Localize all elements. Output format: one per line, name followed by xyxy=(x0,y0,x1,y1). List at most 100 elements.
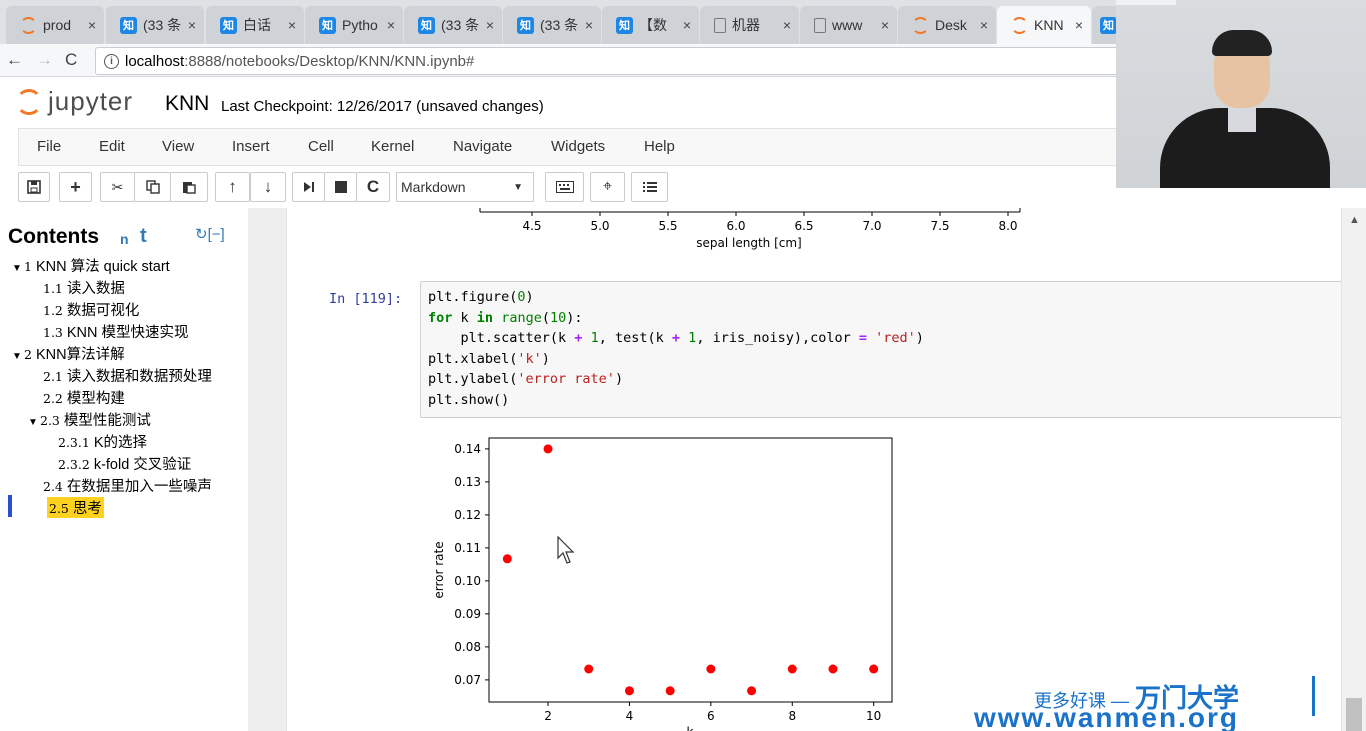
y-tick-label: 0.14 xyxy=(454,442,481,456)
move-up-icon[interactable]: ↑ xyxy=(215,172,250,202)
menu-item-cell[interactable]: Cell xyxy=(308,138,334,155)
toc-sidebar: Contents n t ↻[−] ▼ 1 KNN 算法 quick start 1.… xyxy=(0,208,248,731)
move-down-icon[interactable]: ↓ xyxy=(250,172,286,202)
close-icon[interactable]: × xyxy=(584,17,593,33)
watermark-brand: 万门大学 xyxy=(1135,684,1240,714)
tab-title: www xyxy=(832,17,863,33)
close-icon[interactable]: × xyxy=(880,17,889,33)
browser-tab[interactable]: www × xyxy=(800,6,897,44)
toc-item[interactable]: 2.3.1 K的选择 xyxy=(58,431,147,452)
x-tick-label: 8.0 xyxy=(998,219,1017,233)
toc-item[interactable]: 2.1 读入数据和数据预处理 xyxy=(43,365,212,386)
x-tick-label: 5.5 xyxy=(658,219,677,233)
close-icon[interactable]: × xyxy=(682,17,691,33)
code-cell[interactable]: plt.figure(0) for k in range(10): plt.sca… xyxy=(420,281,1341,418)
jupyter-icon xyxy=(20,16,37,34)
toc-number-toggle[interactable]: n xyxy=(120,231,129,247)
close-icon[interactable]: × xyxy=(287,17,296,33)
run-cell-icon[interactable] xyxy=(292,172,325,202)
browser-tab[interactable]: 知【数 × xyxy=(602,6,699,44)
close-icon[interactable]: × xyxy=(187,17,196,33)
jupyter-logo[interactable]: jupyter xyxy=(16,86,133,117)
toc-toggle[interactable]: t xyxy=(140,225,147,247)
browser-tab[interactable]: Desk × xyxy=(898,6,996,44)
doc-icon xyxy=(814,17,826,33)
menu-item-edit[interactable]: Edit xyxy=(99,138,125,155)
keyboard-icon[interactable] xyxy=(545,172,584,202)
tab-title: (33 条 xyxy=(540,17,579,33)
toc-item[interactable]: 2.4 在数据里加入一些噪声 xyxy=(43,475,212,496)
menu-item-view[interactable]: View xyxy=(162,138,195,155)
toc-item[interactable]: ▼ 1 KNN 算法 quick start xyxy=(12,255,170,276)
browser-tab[interactable]: 机器 × xyxy=(700,6,799,44)
scrollbar-thumb[interactable] xyxy=(1346,698,1362,731)
toc-refresh-collapse[interactable]: ↻[−] xyxy=(195,226,225,243)
data-point xyxy=(706,664,716,674)
data-point xyxy=(502,554,512,564)
notebook-toolbar: + ✂ ↑ ↓ C Markdown ▼ ⌖ xyxy=(0,170,1120,204)
close-icon[interactable]: × xyxy=(979,17,988,33)
zhihu-icon: 知 xyxy=(616,16,633,34)
zhihu-icon: 知 xyxy=(517,16,534,34)
close-icon[interactable]: × xyxy=(87,17,96,33)
toc-item-label: 读入数据和数据预处理 xyxy=(66,369,212,385)
caret-down-icon[interactable]: ▼ xyxy=(12,263,22,274)
code-line: plt.show() xyxy=(428,392,510,408)
menu-bar: File Edit View Insert Cell Kernel Navigate Widg… xyxy=(18,128,1128,166)
toc-item[interactable]: 2.5 思考 xyxy=(47,497,104,518)
caret-down-icon[interactable]: ▼ xyxy=(12,351,22,362)
browser-tab[interactable]: KNN × xyxy=(997,6,1091,44)
paste-icon[interactable] xyxy=(170,172,208,202)
notebook-title[interactable]: KNN xyxy=(165,92,210,115)
info-icon[interactable]: i xyxy=(104,53,119,69)
data-point xyxy=(624,686,634,696)
toc-item[interactable]: 2.2 模型构建 xyxy=(43,387,125,408)
browser-tab[interactable]: 知 (33 条 × xyxy=(106,6,204,44)
crosshair-icon[interactable]: ⌖ xyxy=(590,172,625,202)
forward-icon[interactable]: → xyxy=(36,50,53,69)
browser-tab[interactable]: 知 (33 条 × xyxy=(404,6,502,44)
code-line: plt.ylabel('error rate') xyxy=(428,371,624,388)
copy-icon[interactable] xyxy=(134,172,171,202)
toc-item[interactable]: 2.3.2 k-fold 交叉验证 xyxy=(58,453,191,474)
menu-item-file[interactable]: File xyxy=(37,138,62,155)
browser-tab[interactable]: prod × xyxy=(6,6,104,44)
url-input[interactable]: i localhost:8888/notebooks/Desktop/KNN/K… xyxy=(95,47,1135,75)
toc-item[interactable]: 1.1 读入数据 xyxy=(43,277,125,298)
toc-item[interactable]: 1.2 数据可视化 xyxy=(43,299,139,320)
previous-output-chart: 4.5 5.0 5.5 6.0 6.5 7.0 7.5 8.0 sepal length [cm… xyxy=(479,208,1021,250)
browser-tab[interactable]: 知白话 × xyxy=(206,6,304,44)
page-scrollbar[interactable]: ▲ xyxy=(1342,208,1366,731)
jupyter-icon xyxy=(1011,16,1028,34)
menu-item-insert[interactable]: Insert xyxy=(232,138,270,155)
close-icon[interactable]: × xyxy=(782,17,791,33)
browser-tab[interactable]: 知 Pytho × xyxy=(305,6,403,44)
menu-item-help[interactable]: Help xyxy=(644,138,675,155)
cut-icon[interactable]: ✂ xyxy=(100,172,135,202)
cell-type-select[interactable]: Markdown ▼ xyxy=(396,172,534,202)
data-point xyxy=(787,664,797,674)
toc-item[interactable]: ▼ 2 KNN算法详解 xyxy=(12,343,125,364)
scroll-up-icon[interactable]: ▲ xyxy=(1349,214,1360,226)
menu-item-widgets[interactable]: Widgets xyxy=(551,138,606,155)
back-icon[interactable]: ← xyxy=(6,50,23,69)
zhihu-icon: 知 xyxy=(1100,16,1117,34)
insert-cell-icon[interactable]: + xyxy=(59,172,92,202)
reload-icon[interactable]: C xyxy=(65,50,78,69)
menu-item-navigate[interactable]: Navigate xyxy=(453,138,513,155)
zhihu-icon: 知 xyxy=(120,16,137,34)
close-icon[interactable]: × xyxy=(485,17,494,33)
menu-item-kernel[interactable]: Kernel xyxy=(371,138,415,155)
browser-tab[interactable]: 知 (33 条 × xyxy=(503,6,601,44)
list-icon[interactable] xyxy=(631,172,668,202)
toc-item-label: 在数据里加入一些噪声 xyxy=(66,479,212,495)
interrupt-kernel-icon[interactable] xyxy=(324,172,357,202)
close-icon[interactable]: × xyxy=(386,17,395,33)
toc-item[interactable]: ▼ 2.3 模型性能测试 xyxy=(28,409,151,430)
close-icon[interactable]: × xyxy=(1074,17,1083,33)
restart-kernel-icon[interactable]: C xyxy=(356,172,390,202)
toc-item[interactable]: 1.3 KNN 模型快速实现 xyxy=(43,321,189,342)
save-icon[interactable] xyxy=(18,172,50,202)
x-tick-label: 4.5 xyxy=(522,219,541,233)
caret-down-icon[interactable]: ▼ xyxy=(28,417,38,428)
